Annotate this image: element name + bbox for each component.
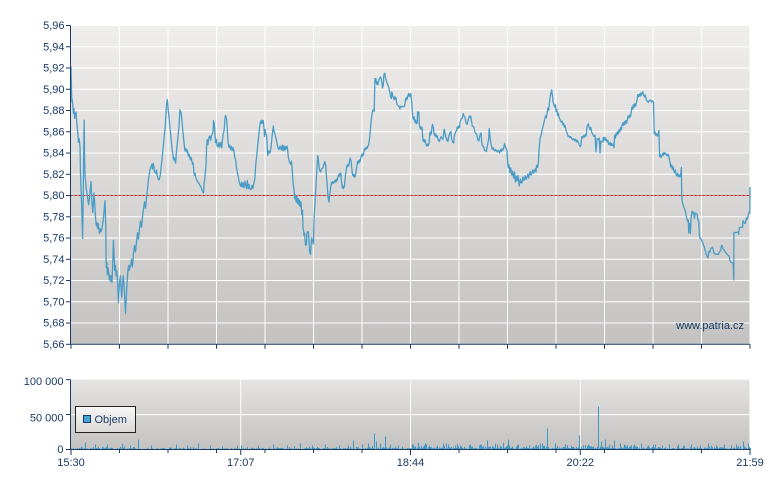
- svg-text:20:22: 20:22: [566, 457, 594, 469]
- svg-text:5,72: 5,72: [43, 275, 64, 287]
- svg-text:5,88: 5,88: [43, 105, 64, 117]
- svg-text:0: 0: [57, 444, 63, 456]
- svg-text:5,82: 5,82: [43, 169, 64, 181]
- svg-text:5,94: 5,94: [43, 41, 64, 53]
- svg-text:5,80: 5,80: [43, 190, 64, 202]
- svg-text:21:59: 21:59: [736, 457, 764, 469]
- svg-text:5,76: 5,76: [43, 233, 64, 245]
- svg-text:5,70: 5,70: [43, 296, 64, 308]
- svg-text:18:44: 18:44: [397, 457, 425, 469]
- svg-text:5,96: 5,96: [43, 20, 64, 32]
- svg-text:www.patria.cz: www.patria.cz: [675, 320, 744, 332]
- svg-text:Objem: Objem: [95, 414, 127, 426]
- svg-text:50 000: 50 000: [30, 413, 64, 425]
- svg-text:5,68: 5,68: [43, 318, 64, 330]
- svg-text:5,78: 5,78: [43, 211, 64, 223]
- svg-text:5,86: 5,86: [43, 126, 64, 138]
- svg-text:5,84: 5,84: [43, 148, 64, 160]
- svg-text:5,90: 5,90: [43, 84, 64, 96]
- svg-text:5,74: 5,74: [43, 254, 64, 266]
- svg-text:17:07: 17:07: [227, 457, 255, 469]
- svg-text:100 000: 100 000: [24, 376, 64, 388]
- svg-text:15:30: 15:30: [57, 457, 85, 469]
- svg-text:5,66: 5,66: [43, 339, 64, 351]
- svg-text:5,92: 5,92: [43, 63, 64, 75]
